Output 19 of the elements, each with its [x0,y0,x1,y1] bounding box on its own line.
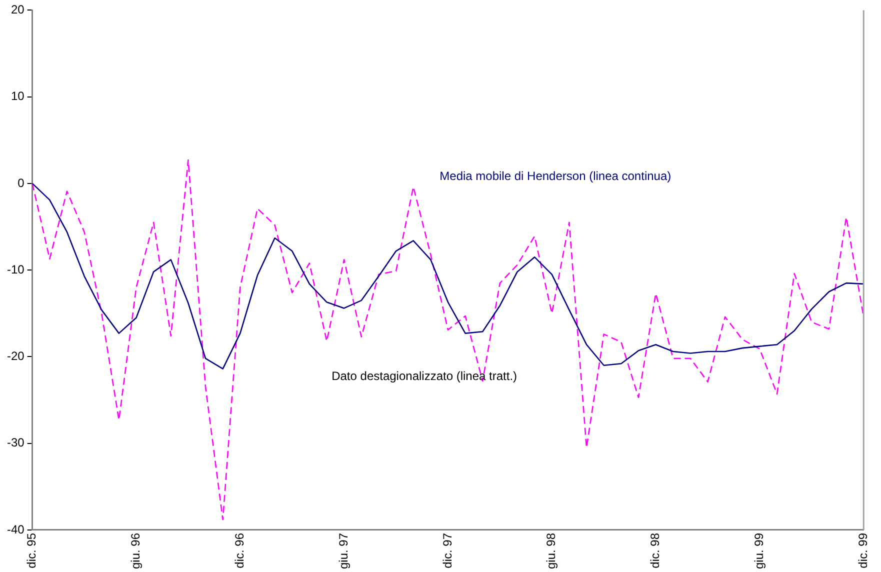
y-tick-label: 10 [10,89,25,104]
text: Dato destagionalizzato (linea tratt.) [332,368,518,383]
y-tick-label: -40 [7,522,25,536]
text: Media mobile di Henderson (linea continua) [440,168,672,183]
y-tick-label: 20 [10,2,25,17]
x-tick-label: dic. 98 [648,532,662,568]
x-tick-label: giu. 96 [128,532,143,569]
x-tick-label: dic. 97 [440,532,454,568]
x-tick-label: giu. 98 [544,532,558,569]
x-tick-label: dic. 99 [856,532,870,568]
x-tick-label: giu. 99 [752,532,766,569]
y-tick-label: -20 [7,349,25,364]
x-tick-label: dic. 95 [24,532,39,568]
x-tick-label: dic. 96 [232,532,246,568]
x-tick-label: giu. 97 [336,532,350,569]
y-tick-label: -30 [7,436,25,450]
y-tick-label: 0 [18,176,25,190]
y-tick-label: -10 [7,262,25,276]
line-series [32,159,864,520]
